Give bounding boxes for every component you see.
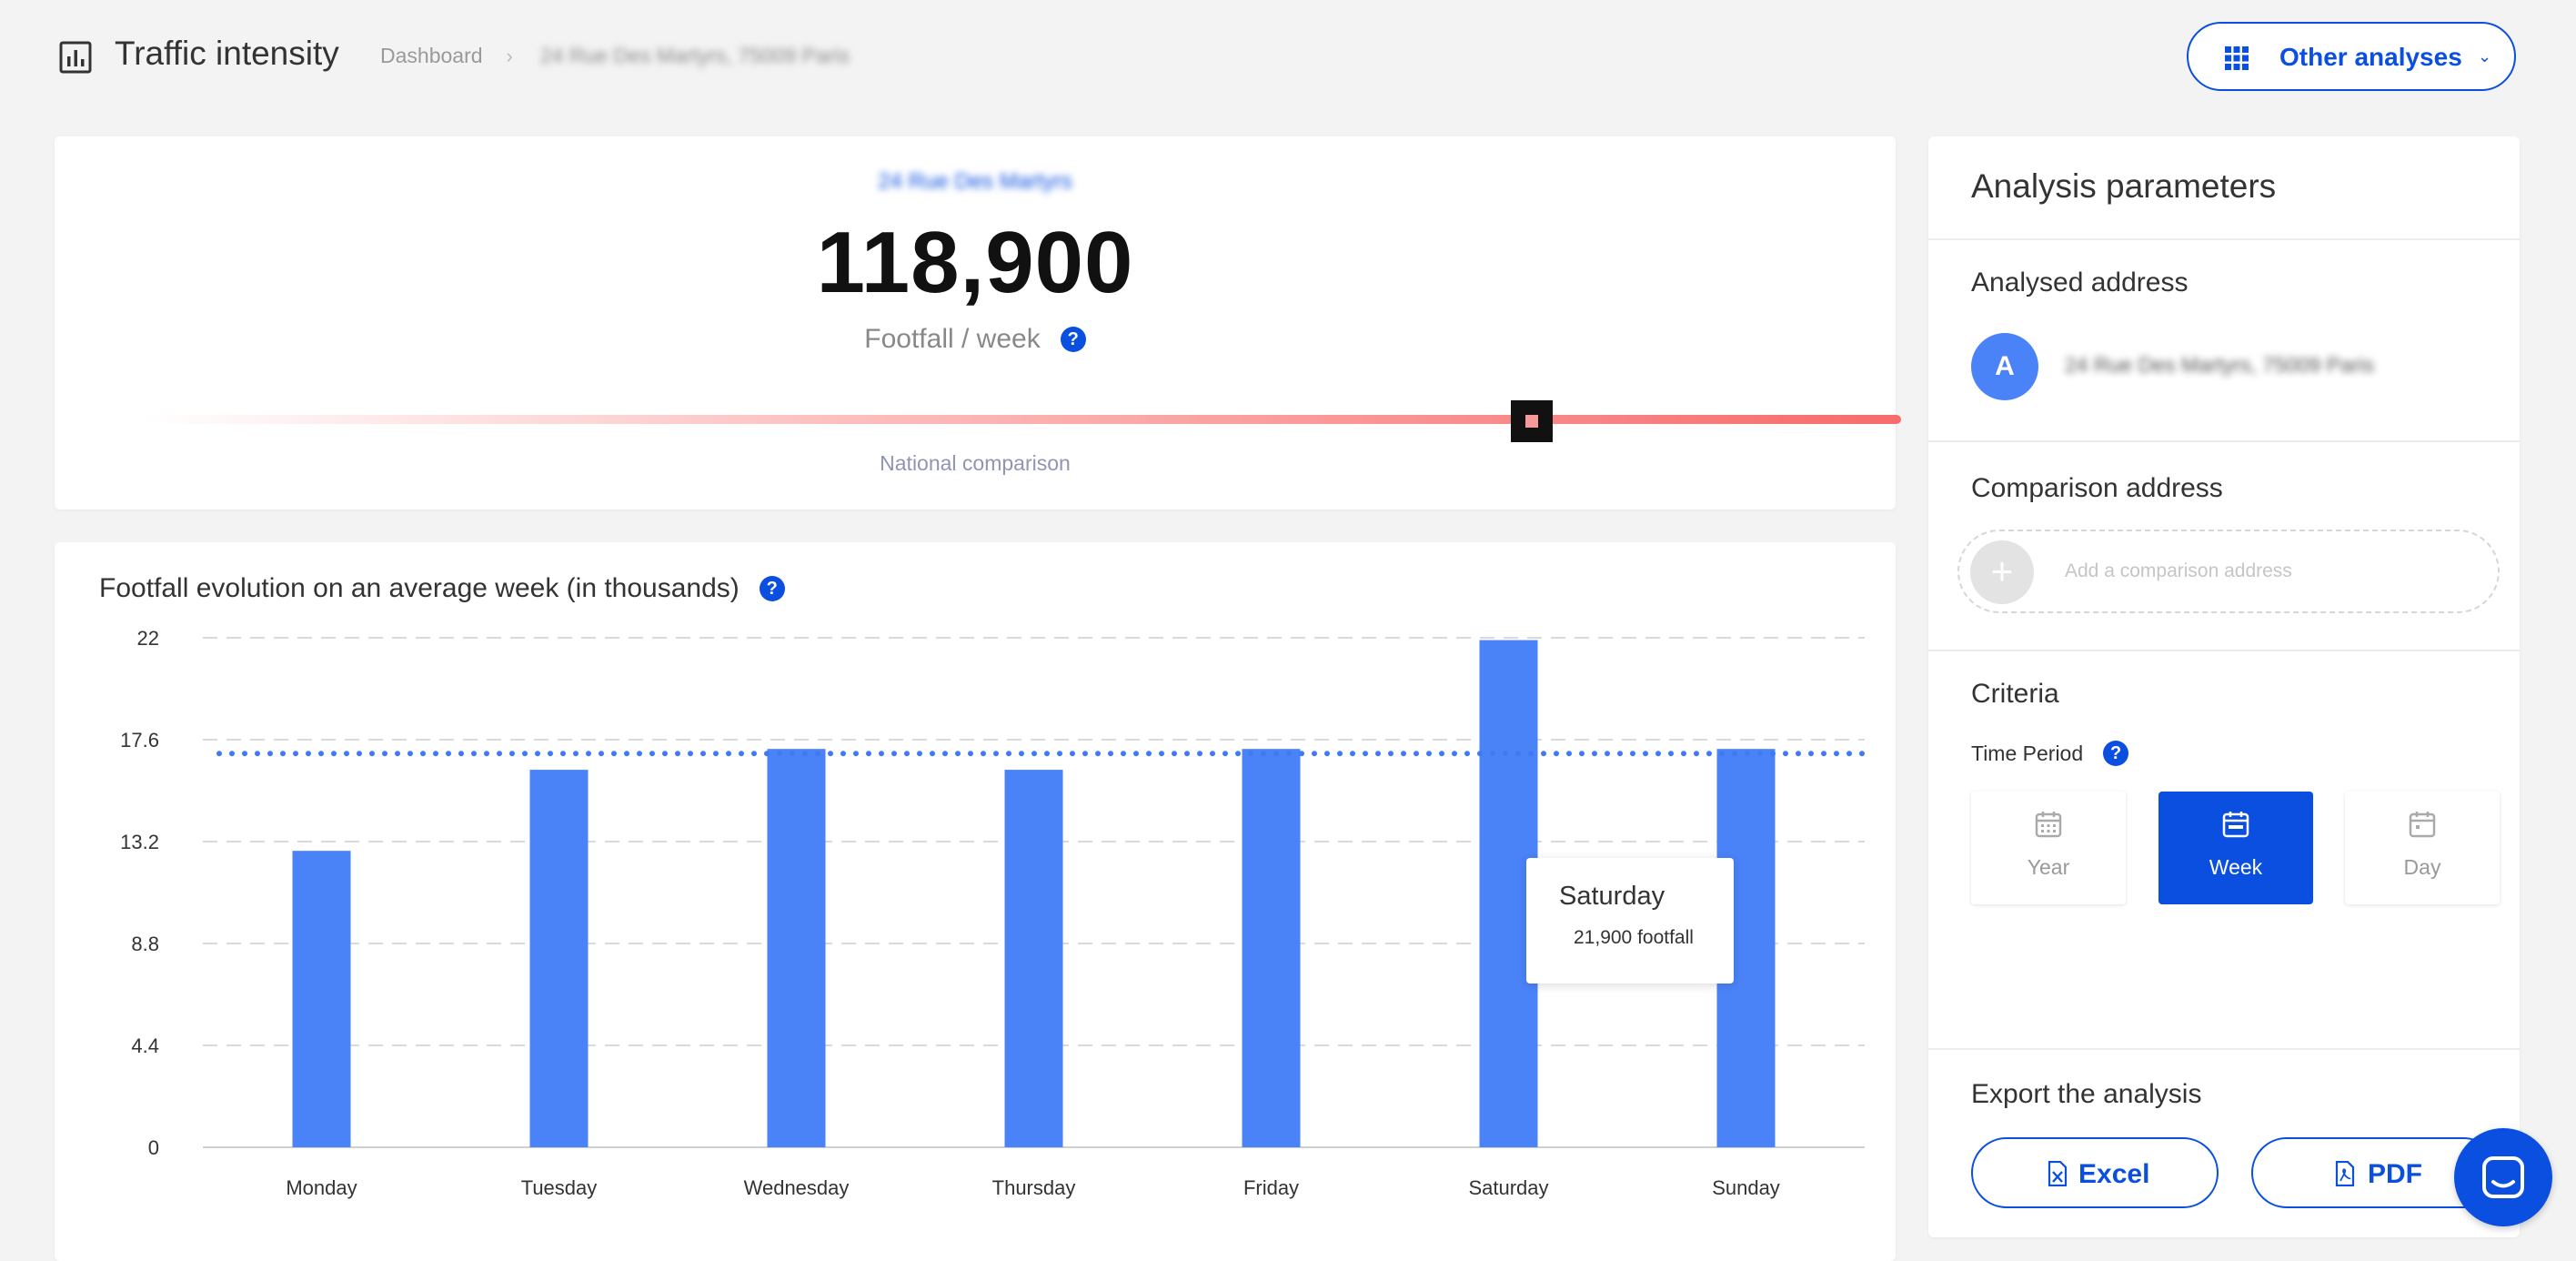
x-tick-label: Monday	[286, 1176, 357, 1199]
x-tick-label: Friday	[1243, 1176, 1299, 1199]
period-label: Week	[2209, 855, 2263, 879]
x-tick-label: Sunday	[1712, 1176, 1780, 1199]
period-year-button[interactable]: Year	[1971, 792, 2126, 904]
period-label: Day	[2403, 855, 2441, 879]
divider	[1928, 650, 2520, 651]
kpi-label-row: Footfall / week ?	[55, 324, 1896, 355]
criteria-title: Criteria	[1971, 679, 2059, 709]
y-tick-label: 8.8	[131, 933, 159, 955]
chevron-down-icon: ⌄	[2478, 47, 2492, 66]
period-day-button[interactable]: Day	[2345, 792, 2500, 904]
grid-icon	[2225, 46, 2249, 70]
divider	[1928, 238, 2520, 240]
x-tick-label: Saturday	[1468, 1176, 1548, 1199]
calendar-icon	[2035, 812, 2062, 838]
plus-icon[interactable]: +	[1970, 540, 2034, 604]
y-tick-label: 4.4	[131, 1034, 159, 1057]
page-title: Traffic intensity	[115, 35, 339, 72]
bar-wednesday	[767, 749, 826, 1147]
chat-icon	[2482, 1156, 2524, 1198]
period-week-button[interactable]: Week	[2158, 792, 2313, 904]
export-excel-label: Excel	[2078, 1159, 2150, 1189]
y-tick-label: 0	[148, 1136, 159, 1159]
time-period-label: Time Period	[1971, 741, 2084, 765]
gauge-marker	[1510, 400, 1553, 442]
y-tick-label: 22	[137, 627, 159, 650]
calendar-icon	[2222, 812, 2249, 838]
chart-title: Footfall evolution on an average week (i…	[99, 573, 740, 603]
chart-title-row: Footfall evolution on an average week (i…	[99, 573, 785, 604]
breadcrumb-dashboard-link[interactable]: Dashboard	[380, 44, 483, 67]
export-excel-button[interactable]: Excel	[1971, 1137, 2219, 1208]
analysed-address-title: Analysed address	[1971, 267, 2189, 298]
breadcrumb-current-address: 24 Rue Des Martyrs, 75009 Paris	[539, 44, 850, 67]
pdf-file-icon	[2335, 1161, 2355, 1186]
export-title: Export the analysis	[1971, 1079, 2202, 1109]
calendar-icon	[2409, 812, 2436, 838]
x-tick-label: Thursday	[992, 1176, 1076, 1199]
help-icon[interactable]: ?	[2103, 741, 2129, 766]
national-comparison-gauge	[142, 415, 1901, 424]
kpi-address: 24 Rue Des Martyrs	[878, 169, 1072, 194]
weekly-footfall-chart-card: Footfall evolution on an average week (i…	[55, 542, 1896, 1261]
panel-title: Analysis parameters	[1971, 167, 2277, 205]
time-period-row: Time Period ?	[1971, 741, 2129, 766]
export-pdf-label: PDF	[2368, 1159, 2422, 1189]
bar-monday	[292, 851, 351, 1147]
help-icon[interactable]: ?	[1060, 327, 1086, 352]
analysed-address-value: 24 Rue Des Martyrs, 75009 Paris	[2065, 353, 2375, 377]
y-tick-label: 17.6	[120, 729, 159, 752]
chart-tooltip: Saturday 21,900 footfall	[1526, 858, 1734, 984]
avatar: A	[1971, 333, 2038, 400]
bar-tuesday	[529, 770, 589, 1147]
other-analyses-label: Other analyses	[2279, 43, 2462, 71]
help-icon[interactable]: ?	[759, 576, 785, 601]
tooltip-title: Saturday	[1559, 882, 1665, 911]
x-tick-label: Wednesday	[744, 1176, 850, 1199]
divider	[1928, 440, 2520, 442]
bar-chart-icon	[59, 41, 92, 74]
footfall-unit-label: Footfall / week	[864, 324, 1041, 354]
footfall-kpi-card: 24 Rue Des Martyrs 118,900 Footfall / we…	[55, 136, 1901, 509]
divider	[1928, 1048, 2520, 1050]
add-comparison-address-field[interactable]: + Add a comparison address	[1957, 530, 2500, 613]
bar-friday	[1242, 749, 1301, 1147]
national-comparison-label: National comparison	[880, 451, 1071, 475]
footfall-value: 118,900	[816, 214, 1134, 311]
excel-file-icon	[2048, 1161, 2068, 1186]
comparison-address-title: Comparison address	[1971, 473, 2223, 503]
analysis-parameters-panel: Analysis parameters Analysed address A 2…	[1928, 136, 2520, 1237]
breadcrumb: Dashboard › 24 Rue Des Martyrs, 75009 Pa…	[380, 44, 850, 68]
bar-thursday	[1004, 770, 1063, 1147]
chat-launcher-button[interactable]	[2454, 1128, 2552, 1226]
period-label: Year	[2027, 855, 2070, 879]
tooltip-value: 21,900 footfall	[1574, 927, 1694, 948]
page-header: Traffic intensity Dashboard › 24 Rue Des…	[0, 0, 2576, 109]
y-tick-label: 13.2	[120, 831, 159, 853]
bar-chart: 0 4.4 8.8 13.2 17.6 22 Monday Tuesday Wednesday T…	[120, 627, 1867, 1199]
other-analyses-button[interactable]: Other analyses ⌄	[2187, 22, 2516, 91]
chevron-right-icon: ›	[506, 44, 513, 67]
comparison-address-placeholder: Add a comparison address	[2065, 560, 2292, 581]
x-tick-label: Tuesday	[521, 1176, 598, 1199]
